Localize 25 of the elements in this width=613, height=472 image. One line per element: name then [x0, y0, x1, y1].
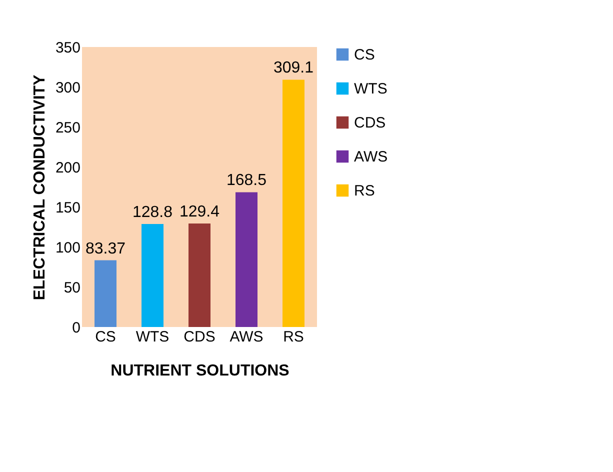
legend-label: CS [354, 46, 375, 64]
data-label: 129.4 [179, 203, 220, 220]
data-label: 128.8 [132, 204, 173, 221]
y-tick-label: 50 [64, 280, 80, 296]
y-tick-label: 100 [55, 240, 80, 256]
y-tick-label: 150 [55, 200, 80, 216]
x-tick-label: CDS [184, 328, 216, 346]
x-tick-label: RS [283, 328, 304, 346]
legend-label: CDS [354, 114, 386, 132]
data-label: 309.1 [273, 60, 314, 77]
y-tick-label: 250 [55, 120, 80, 136]
data-label: 168.5 [226, 172, 267, 190]
legend-label: WTS [354, 80, 388, 98]
y-axis-title: ELECTRICAL CONDUCTIVITY [31, 74, 48, 300]
legend-label: RS [354, 182, 375, 200]
y-tick-label: 350 [55, 40, 80, 56]
x-tick-label: CS [95, 328, 116, 346]
x-axis-title: NUTRIENT SOLUTIONS [110, 362, 290, 380]
data-label: 83.37 [85, 240, 126, 258]
legend-label: AWS [354, 148, 388, 166]
x-tick-label: WTS [136, 328, 170, 346]
y-tick-label: 300 [55, 80, 80, 96]
x-tick-label: AWS [230, 328, 264, 346]
y-tick-label: 200 [55, 160, 80, 176]
y-tick-label: 0 [72, 320, 80, 336]
